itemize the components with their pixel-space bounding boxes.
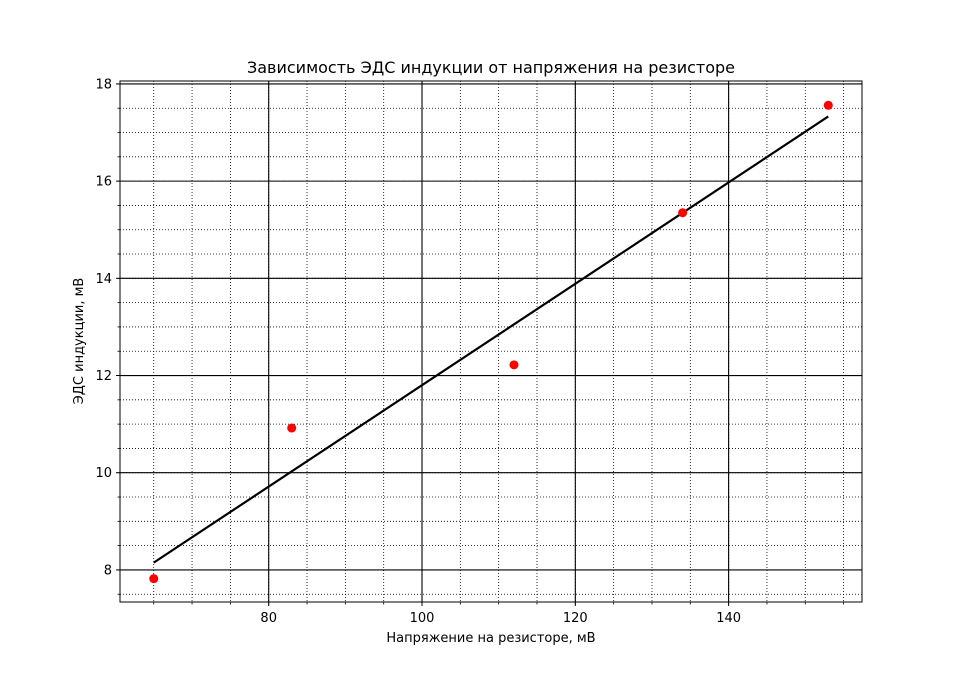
y-axis-ticks: 8 10 12 14 16 18: [95, 77, 120, 595]
data-point: [678, 208, 688, 218]
x-axis-label: Напряжение на резисторе, мВ: [386, 631, 595, 646]
y-tick-label: 16: [95, 175, 112, 190]
x-tick-label: 100: [410, 611, 435, 626]
data-point: [149, 574, 159, 584]
fit-line-group: [153, 115, 829, 564]
fit-line: [153, 115, 829, 564]
chart-title: Зависимость ЭДС индукции от напряжения н…: [247, 58, 735, 77]
y-axis-label: ЭДС индукции, мВ: [72, 278, 87, 405]
y-tick-label: 18: [95, 77, 112, 92]
data-point: [823, 100, 833, 110]
x-axis-ticks: 80 100 120 140: [153, 602, 845, 626]
x-tick-label: 120: [563, 611, 588, 626]
major-grid: [120, 81, 862, 602]
y-tick-label: 14: [95, 272, 112, 287]
data-points: [149, 100, 833, 584]
minor-grid: [120, 81, 862, 602]
data-point: [509, 360, 519, 370]
y-tick-label: 10: [95, 466, 112, 481]
data-point: [287, 423, 297, 433]
plot-frame: [119, 80, 863, 603]
x-tick-label: 80: [260, 611, 277, 626]
y-tick-label: 8: [104, 563, 112, 578]
x-tick-label: 140: [716, 611, 741, 626]
y-tick-label: 12: [95, 369, 112, 384]
